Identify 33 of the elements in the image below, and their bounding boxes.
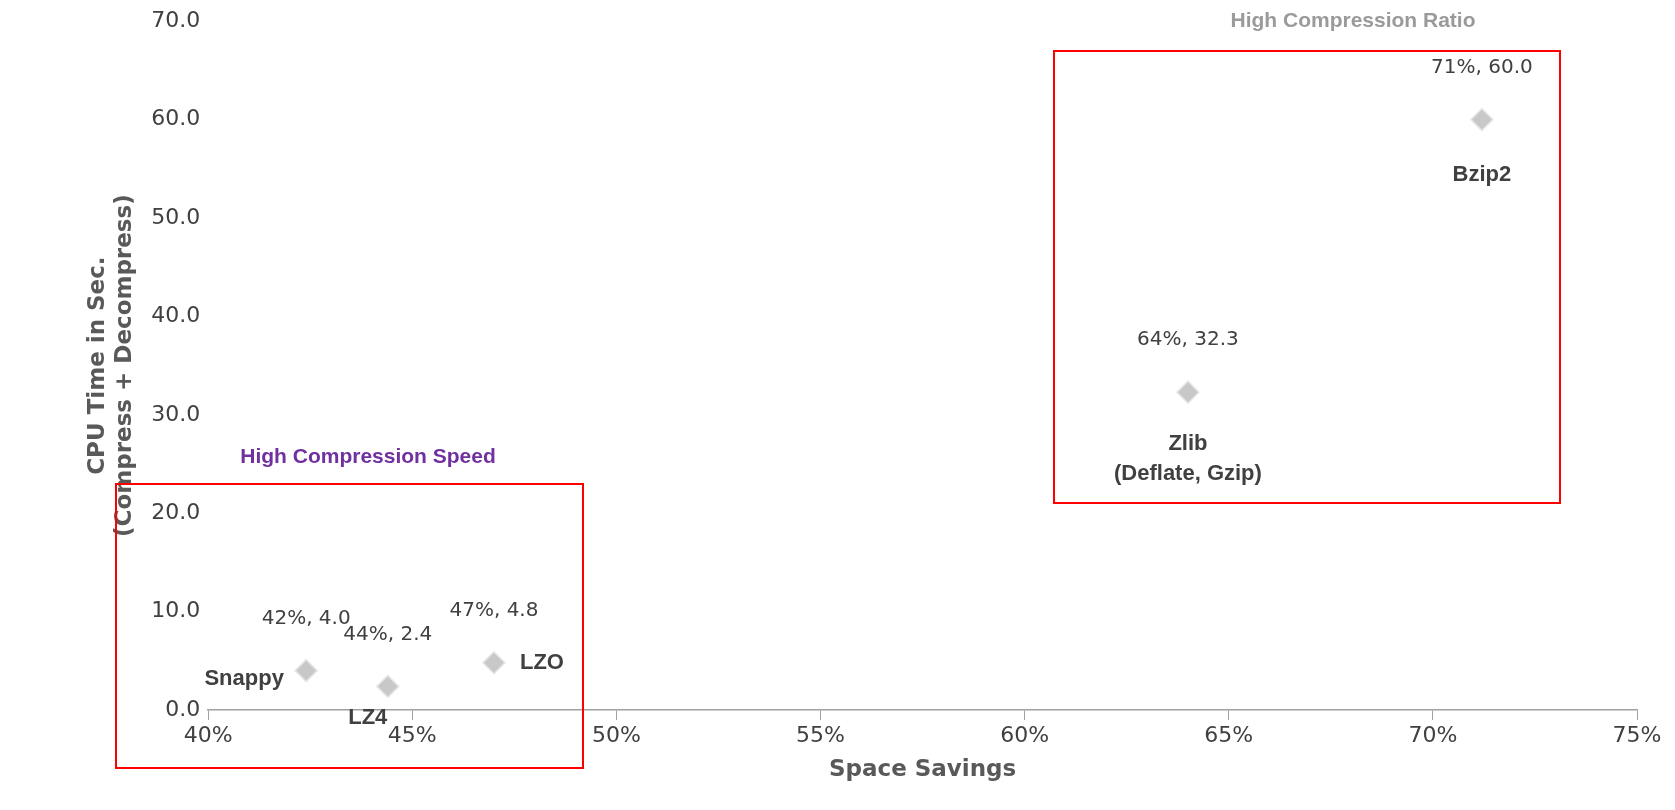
y-tick-label: 70.0 [151, 6, 201, 32]
point [376, 674, 400, 699]
x-tick-label: 70% [1408, 721, 1458, 747]
data-label: 71%, 60.0 [1431, 53, 1533, 78]
data-label: 64%, 32.3 [1137, 326, 1239, 351]
point [1176, 380, 1200, 404]
x-tick-label: 40% [183, 721, 233, 747]
point [482, 651, 506, 675]
y-tick-label: 0.0 [165, 695, 201, 721]
y-tick-label: 10.0 [151, 597, 201, 623]
point [294, 658, 318, 683]
y-tick-label: 20.0 [151, 498, 201, 524]
x-tick-label: 45% [387, 721, 437, 747]
x-tick-label: 65% [1204, 721, 1254, 747]
y-tick-label: 40.0 [151, 302, 201, 328]
y-tick-label: 30.0 [151, 400, 201, 426]
annotation: Bzip2 [1452, 160, 1512, 186]
annotation: High Compression Speed [240, 444, 496, 468]
annotation: Snappy [204, 664, 285, 690]
y-axis-title: CPU Time in Sec. (Compress + Decompress) [82, 194, 137, 537]
annotation: LZ4 [348, 704, 389, 730]
x-tick-label: 50% [591, 721, 641, 747]
annotation: High Compression Ratio [1230, 8, 1476, 32]
annotation: Zlib (Deflate, Gzip) [1113, 430, 1262, 486]
data-label: 47%, 4.8 [449, 596, 539, 621]
annotation: LZO [519, 648, 564, 674]
y-tick-label: 50.0 [151, 203, 201, 229]
x-axis-title: Space Savings [828, 755, 1017, 782]
x-tick-label: 75% [1612, 721, 1662, 747]
y-tick-label: 60.0 [151, 105, 201, 131]
x-tick-label: 55% [796, 721, 845, 747]
point [1470, 107, 1494, 132]
x-tick-label: 60% [1000, 721, 1050, 747]
